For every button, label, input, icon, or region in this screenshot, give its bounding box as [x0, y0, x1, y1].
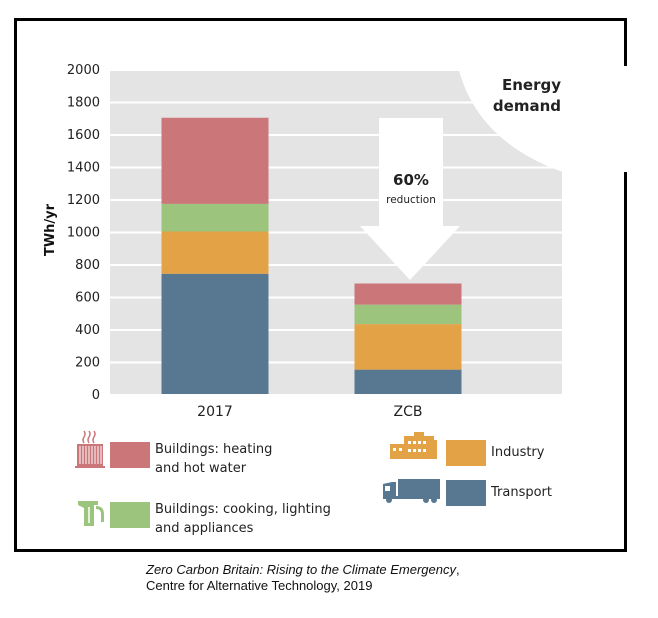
y-tick-label: 600	[75, 291, 100, 306]
chart-title-line2: demand	[493, 97, 561, 115]
bar-segment	[354, 283, 462, 305]
y-axis-ticks: 0 200 400 600 800 1000 1200 1400 1600 1800 2000	[67, 63, 100, 403]
bar-segment	[161, 231, 269, 274]
kettle-icon	[78, 501, 104, 526]
y-tick-label: 800	[75, 258, 100, 273]
radiator-icon	[75, 430, 105, 468]
legend-label-line2: and hot water	[155, 461, 247, 476]
legend-item-transport: Transport	[491, 483, 552, 502]
reduction-arrow	[360, 118, 460, 280]
y-axis-label: TWh/yr	[43, 203, 58, 256]
bar-segment	[354, 304, 462, 325]
chart-title-line1: Energy	[502, 76, 561, 94]
caption-title: Zero Carbon Britain: Rising to the Clima…	[146, 562, 456, 577]
factory-icon	[390, 432, 437, 459]
bar-segment	[354, 324, 462, 370]
caption-separator: ,	[455, 562, 460, 577]
y-tick-label: 1400	[67, 161, 100, 176]
legend-label-line1: Buildings: heating	[155, 442, 273, 457]
y-tick-label: 1800	[67, 96, 100, 111]
legend-label-line2: and appliances	[155, 521, 254, 536]
y-tick-label: 2000	[67, 63, 100, 78]
figure-caption: Zero Carbon Britain: Rising to the Clima…	[146, 562, 460, 594]
y-tick-label: 400	[75, 323, 100, 338]
legend-item-heating: Buildings: heating and hot water	[155, 440, 272, 478]
y-tick-label: 1200	[67, 193, 100, 208]
reduction-value: 60%	[393, 171, 429, 189]
bar-segment	[354, 369, 462, 394]
demand-curve-cutout	[458, 66, 630, 172]
reduction-label: reduction	[386, 194, 436, 206]
legend-label-line1: Buildings: cooking, lighting	[155, 502, 331, 517]
x-axis-labels: 2017 ZCB	[197, 404, 422, 420]
bar-segment	[161, 273, 269, 394]
y-tick-label: 0	[92, 388, 100, 403]
bars	[161, 117, 462, 394]
legend-swatch-heating	[110, 442, 150, 468]
legend-item-industry: Industry	[491, 443, 544, 462]
truck-icon	[383, 479, 440, 503]
y-tick-label: 1600	[67, 128, 100, 143]
legend-label: Industry	[491, 445, 545, 460]
y-tick-label: 200	[75, 356, 100, 371]
x-tick-label: 2017	[197, 404, 233, 420]
legend-swatch-industry	[446, 440, 486, 466]
legend-item-cooking: Buildings: cooking, lighting and applian…	[155, 500, 331, 538]
x-tick-label: ZCB	[394, 404, 423, 420]
bar-segment	[161, 117, 269, 204]
legend-label: Transport	[491, 485, 553, 500]
bar-segment	[161, 203, 269, 232]
figure-frame	[14, 18, 627, 552]
caption-source: Centre for Alternative Technology, 2019	[146, 578, 373, 593]
legend-swatch-cooking	[110, 502, 150, 528]
legend-swatch-transport	[446, 480, 486, 506]
y-tick-label: 1000	[67, 226, 100, 241]
